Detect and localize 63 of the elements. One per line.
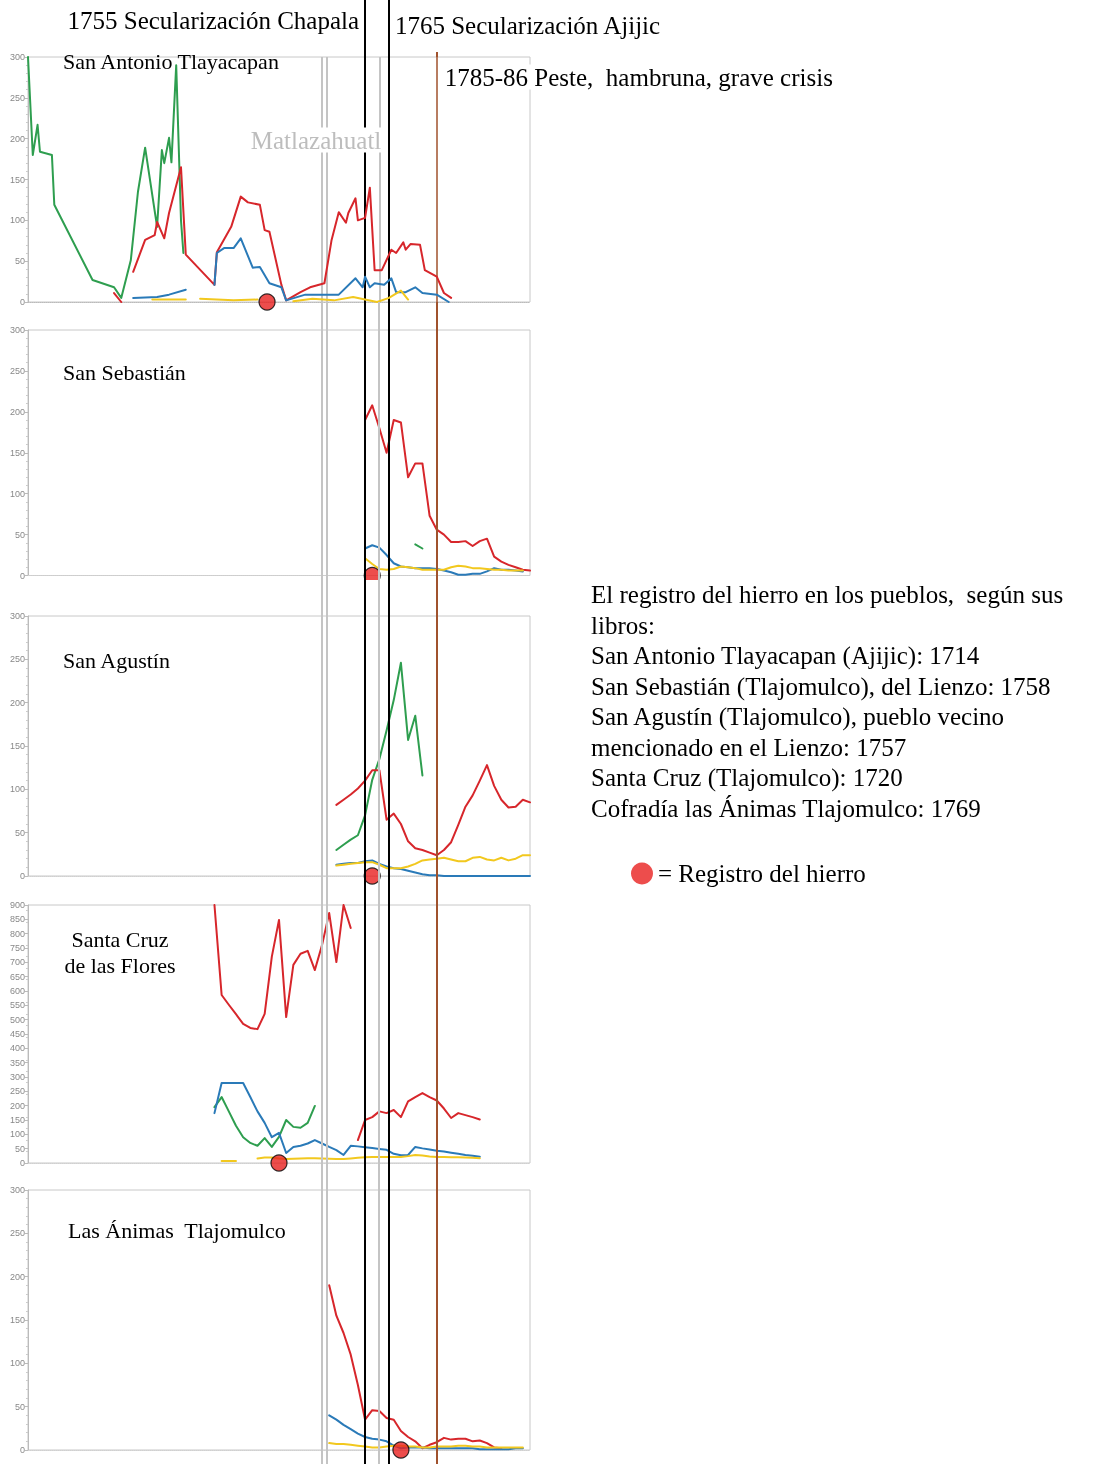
text: El registro del hierro en los pueblos, según sus libros: [591,580,1065,641]
y-tick-label: 200 [9,1271,25,1282]
y-tick-label: 500 [9,1014,25,1025]
y-tick-label: 300 [9,325,25,335]
legend-label: 1765 Secularización Ajijic [394,11,661,39]
y-tick-label: 150 [9,447,25,458]
y-tick-label: 350 [9,1057,25,1068]
text: San Agustín [63,647,170,673]
y-tick-label: 300 [9,1185,25,1195]
y-tick-label: 150 [9,1115,25,1125]
y-tick-label: 200 [9,133,25,144]
y-tick-label: 150 [9,174,25,185]
y-tick-label: 550 [9,1000,25,1011]
y-tick-label: 800 [9,928,25,939]
y-tick-label: 0 [19,570,25,581]
y-tick-label: 0 [19,1158,25,1168]
y-tick-label: 0 [19,1445,25,1455]
y-tick-label: 700 [9,957,25,968]
text: San Antonio Tlayacapan (Ajijic): 1714 [591,641,981,672]
y-tick-label: 50 [14,827,25,838]
y-tick-label: 200 [9,406,25,417]
text: Santa Cruz de las Flores [64,926,176,978]
y-tick-label: 250 [9,1228,25,1239]
y-tick-label: 0 [19,297,25,307]
ref-line-label: 1755 Secularización Chapala [67,6,360,34]
y-tick-label: 250 [9,654,25,665]
text: San Agustín (Tlajomulco), pueblo vecino mencionado en el Lienzo: 1757 [591,702,1006,763]
y-tick-label: 100 [9,488,25,499]
y-tick-label: 50 [14,1401,25,1412]
y-tick-label: 300 [9,611,25,621]
y-tick-label: 50 [14,1143,25,1154]
y-tick-label: 100 [9,1358,25,1369]
y-tick-label: 250 [9,92,25,103]
y-tick-label: 50 [14,256,25,267]
y-tick-label: 200 [9,1100,25,1111]
y-tick-label: 850 [9,914,25,925]
y-tick-label: 300 [9,1072,25,1082]
ref-line-label: 1785-86 Peste, hambruna, grave crisis [444,63,833,91]
y-tick-label: 250 [9,1086,25,1097]
text: Las Ánimas Tlajomulco [68,1217,286,1243]
chart-title: San Antonio Tlayacapan [63,48,279,74]
text: San Sebastián [63,359,186,385]
y-tick-label: 50 [14,529,25,540]
text: Santa Cruz (Tlajomulco): 1720 [591,763,904,794]
y-tick-label: 150 [9,741,25,751]
y-tick-label: 900 [9,900,25,910]
y-tick-label: 650 [9,971,25,982]
y-tick-label: 200 [9,697,25,708]
text: San Sebastián (Tlajomulco), del Lienzo: 1758 [591,671,1052,702]
y-tick-label: 100 [9,784,25,795]
y-tick-label: 400 [9,1043,25,1054]
y-tick-label: 300 [9,52,25,62]
y-tick-label: 750 [9,943,25,953]
y-tick-label: 100 [9,215,25,226]
y-tick-label: 600 [9,986,25,996]
ref-line-label: Matlazahuatl [250,126,382,154]
y-tick-label: 450 [9,1029,25,1039]
y-tick-label: 150 [9,1315,25,1325]
y-tick-label: 100 [9,1129,25,1140]
y-tick-label: 250 [9,365,25,376]
text: Cofradía las Ánimas Tlajomulco: 1769 [591,793,982,824]
legend-label: = Registro del hierro [658,860,866,887]
y-tick-label: 0 [19,871,25,881]
